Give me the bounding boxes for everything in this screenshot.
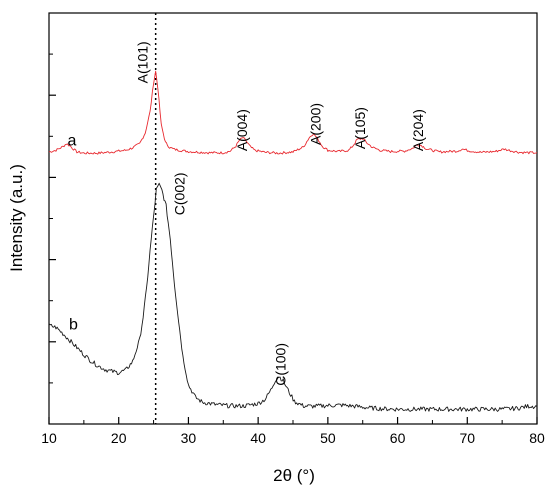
x-tick-label: 40 (250, 430, 266, 446)
peak-annotation: A(200) (307, 103, 323, 145)
series-b-line (48, 182, 538, 412)
peak-annotation: C(002) (171, 172, 187, 215)
y-axis-label: Intensity (a.u.) (7, 164, 26, 272)
x-tick-label: 60 (390, 430, 406, 446)
x-tick-label: 10 (41, 430, 57, 446)
peak-annotation: A(105) (352, 107, 368, 149)
series-a-line (48, 70, 538, 155)
peak-annotation: C(100) (272, 343, 288, 386)
x-tick-label: 50 (320, 430, 336, 446)
annotation-layer: A(101) A(004) A(200) A(105) A(204) C(002) C(10… (68, 41, 426, 385)
peak-annotation: A(101) (134, 41, 150, 83)
x-tick-label: 70 (459, 430, 475, 446)
x-axis-label: 2θ (°) (273, 466, 315, 485)
plot-border (48, 12, 538, 425)
peak-annotation: A(004) (234, 109, 250, 151)
x-tick-label: 20 (111, 430, 127, 446)
curve-label-b: b (69, 316, 78, 333)
curve-label-a: a (68, 133, 77, 150)
plot-frame (48, 12, 538, 425)
peak-annotation: A(204) (410, 109, 426, 151)
x-tick-label: 30 (181, 430, 197, 446)
x-axis-ticks: 10 20 30 40 50 60 70 80 (41, 417, 545, 446)
y-axis-ticks (49, 53, 56, 384)
series-layer (48, 70, 538, 412)
x-tick-label: 80 (529, 430, 545, 446)
